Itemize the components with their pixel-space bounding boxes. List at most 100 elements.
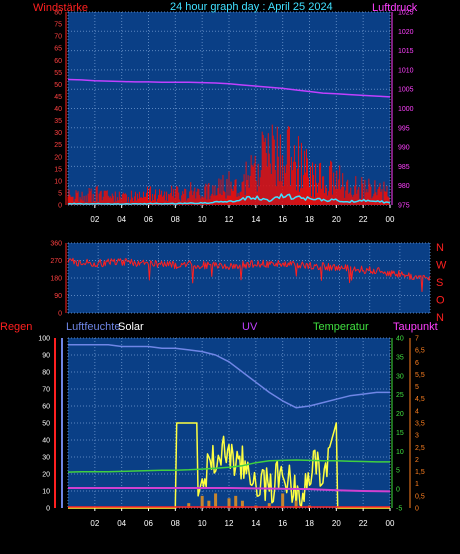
temperature-y-tick-label: 0	[396, 487, 400, 494]
wind-y-tick-label: 70	[54, 34, 62, 41]
wind-y-tick-label: 15	[54, 166, 62, 173]
solar-axis-label: Solar	[118, 321, 144, 333]
wind-x-tick-label: 04	[117, 215, 126, 224]
wind-y-tick-label: 30	[54, 130, 62, 137]
solar-line	[68, 422, 390, 509]
wind-y-tick-label: 35	[54, 118, 62, 125]
wind-x-tick-label: 18	[305, 215, 314, 224]
wind-y-tick-label: 55	[54, 70, 62, 77]
wind-x-tick-label: 02	[90, 215, 99, 224]
direction-compass-label: W	[436, 260, 447, 272]
wind-x-tick-label: 12	[225, 215, 234, 224]
temperature-y-tick-label: 10	[396, 449, 404, 456]
pressure-y-tick-label: 1020	[398, 29, 414, 36]
climate-x-tick-label: 04	[117, 519, 126, 528]
pressure-axis-label: Luftdruck	[372, 2, 418, 14]
pressure-y-tick-label: 1015	[398, 48, 414, 55]
climate-x-tick-label: 12	[225, 519, 234, 528]
wind-x-tick-label: 16	[278, 215, 287, 224]
wind-y-tick-label: 80	[54, 10, 62, 17]
humidity-y-tick-label: 40	[42, 438, 50, 445]
climate-x-tick-label: 16	[278, 519, 287, 528]
humidity-y-tick-label: 30	[42, 455, 50, 462]
wind-x-tick-label: 10	[198, 215, 207, 224]
wind-x-tick-label: 08	[171, 215, 180, 224]
pressure-y-tick-label: 980	[398, 183, 410, 190]
rain-axis-label: Regen	[0, 321, 32, 333]
wind-y-tick-label: 45	[54, 94, 62, 101]
wind-average-line	[67, 193, 391, 206]
wind-pressure-panel: 02 04 06 08 10 12 14 16 18 20 22 000510152025303540…	[54, 10, 413, 225]
uv-bar	[234, 495, 238, 508]
wind-x-tick-label: 14	[251, 215, 260, 224]
climate-x-tick-label: 22	[359, 519, 368, 528]
dewpoint-y-tick-label: 1,5	[415, 469, 425, 476]
dewpoint-y-tick-label: 4,5	[415, 396, 425, 403]
temperature-y-tick-label: 35	[396, 354, 404, 361]
wind-y-tick-label: 65	[54, 46, 62, 53]
dewpoint-y-tick-label: 6,5	[415, 348, 425, 355]
pressure-y-tick-label: 1000	[398, 106, 414, 113]
humidity-axis-label: Luftfeuchte	[66, 321, 120, 333]
wind-y-tick-label: 60	[54, 58, 62, 65]
dewpoint-y-tick-label: 0,5	[415, 493, 425, 500]
humidity-y-tick-label: 90	[42, 353, 50, 360]
climate-x-tick-label: 20	[332, 519, 341, 528]
wind-axis-label: Windstärke	[33, 2, 88, 14]
humidity-y-tick-label: 100	[38, 336, 50, 343]
uv-bar	[294, 500, 298, 508]
pressure-line	[67, 78, 391, 98]
pressure-y-tick-label: 1005	[398, 87, 414, 94]
dewpoint-y-tick-label: 4	[415, 408, 419, 415]
direction-y-tick-label: 360	[50, 241, 62, 248]
dewpoint-y-tick-label: 1	[415, 481, 419, 488]
uv-bar	[214, 493, 218, 508]
uv-bar	[207, 500, 211, 508]
pressure-y-tick-label: 1025	[398, 10, 414, 17]
uv-bar	[267, 503, 271, 508]
dewpoint-y-tick-label: 0	[415, 506, 419, 513]
uv-bar	[227, 498, 231, 508]
temperature-axis-label: Temperatur	[313, 321, 369, 333]
wind-x-tick-label: 00	[386, 215, 395, 224]
dewpoint-y-tick-label: 6	[415, 360, 419, 367]
dewpoint-y-tick-label: 2,5	[415, 445, 425, 452]
pressure-y-tick-label: 985	[398, 164, 410, 171]
direction-y-tick-label: 0	[58, 311, 62, 318]
humidity-y-tick-label: 80	[42, 370, 50, 377]
pressure-y-tick-label: 990	[398, 145, 410, 152]
humidity-y-tick-label: 50	[42, 421, 50, 428]
pressure-y-tick-label: 1010	[398, 67, 414, 74]
humidity-y-tick-label: 10	[42, 489, 50, 496]
dewpoint-y-tick-label: 3,5	[415, 421, 425, 428]
wind-y-tick-label: 20	[54, 154, 62, 161]
dewpoint-line	[68, 487, 391, 493]
uv-bar	[187, 503, 191, 508]
uv-axis-label: UV	[242, 321, 258, 333]
temperature-y-tick-label: 30	[396, 373, 404, 380]
pressure-y-tick-label: 975	[398, 203, 410, 210]
temperature-y-tick-label: 15	[396, 430, 404, 437]
wind-y-tick-label: 5	[58, 190, 62, 197]
pressure-y-tick-label: 995	[398, 125, 410, 132]
uv-bar	[281, 493, 285, 508]
climate-x-tick-label: 00	[386, 519, 395, 528]
temperature-y-tick-label: 5	[396, 468, 400, 475]
wind-y-tick-label: 40	[54, 106, 62, 113]
uv-bar	[200, 495, 204, 508]
wind-y-tick-label: 10	[54, 178, 62, 185]
dewpoint-y-tick-label: 3	[415, 433, 419, 440]
wind-x-tick-label: 06	[144, 215, 153, 224]
humidity-y-tick-label: 60	[42, 404, 50, 411]
direction-y-tick-label: 90	[54, 293, 62, 300]
direction-compass-label: N	[436, 242, 444, 254]
temperature-y-tick-label: 25	[396, 392, 404, 399]
uv-bar	[240, 500, 244, 508]
dewpoint-y-tick-label: 5,5	[415, 372, 425, 379]
temperature-y-tick-label: 20	[396, 411, 404, 418]
climate-x-tick-label: 14	[251, 519, 260, 528]
direction-compass-label: N	[436, 312, 444, 324]
